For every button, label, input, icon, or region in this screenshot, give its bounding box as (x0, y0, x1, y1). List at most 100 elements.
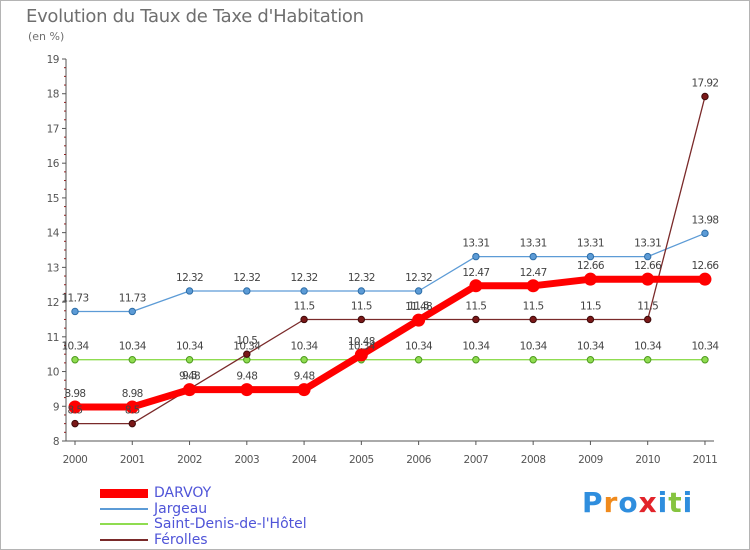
data-label: 12.32 (291, 272, 318, 284)
data-point (414, 356, 423, 364)
y-tick-label: 9 (53, 401, 59, 413)
data-label: 10.34 (119, 341, 147, 353)
data-point (586, 252, 595, 261)
y-tick-label: 17 (47, 123, 59, 135)
data-point (185, 287, 194, 295)
data-point (526, 279, 540, 293)
data-label: 10.34 (691, 341, 719, 353)
x-tick-label: 2007 (464, 454, 489, 466)
data-label: 12.47 (462, 267, 489, 279)
data-point (698, 272, 712, 286)
data-label: 8.5 (68, 405, 83, 417)
data-label: 10.34 (577, 341, 605, 353)
chart-title: Evolution du Taux de Taxe d'Habitation (26, 6, 364, 27)
data-point (583, 272, 597, 286)
data-label: 11.5 (408, 300, 429, 312)
data-label: 13.31 (520, 238, 547, 250)
y-tick-label: 15 (47, 193, 59, 205)
series-line-3 (74, 95, 706, 425)
data-label: 12.32 (405, 272, 432, 284)
data-point (701, 92, 709, 101)
data-point (128, 356, 136, 364)
data-point (529, 252, 537, 261)
data-label: 8.98 (122, 388, 143, 400)
legend-label: Jargeau (154, 501, 208, 517)
data-point (354, 348, 368, 362)
x-tick-label: 2010 (635, 454, 660, 466)
data-point (128, 307, 136, 316)
data-label: 11.5 (637, 300, 658, 312)
data-point (472, 252, 480, 261)
data-label: 11.5 (465, 300, 486, 312)
data-label: 10.34 (291, 341, 319, 353)
logo-letter: r (603, 486, 619, 519)
y-tick-label: 13 (47, 262, 59, 274)
data-point (71, 356, 79, 364)
data-point (300, 356, 308, 364)
data-label: 11.5 (351, 300, 372, 312)
logo-letter: t (668, 486, 683, 519)
data-point (243, 287, 251, 295)
legend-label: Férolles (154, 532, 208, 548)
data-label: 11.5 (580, 300, 601, 312)
legend-item: Jargeau (100, 501, 207, 517)
data-point (701, 229, 709, 238)
y-tick-label: 19 (47, 54, 59, 66)
data-point (71, 307, 79, 316)
data-point (300, 287, 308, 295)
data-label: 10.34 (405, 341, 433, 353)
x-tick-label: 2008 (521, 454, 546, 466)
data-label: 8.5 (125, 405, 140, 417)
y-tick-label: 14 (47, 228, 60, 240)
data-label: 12.66 (577, 260, 605, 272)
legend-swatch (100, 488, 148, 498)
data-label: 11.73 (119, 292, 146, 304)
data-label: 10.34 (634, 341, 662, 353)
data-label: 10.5 (236, 335, 257, 347)
legend-swatch (100, 539, 148, 541)
legend-swatch (100, 523, 148, 525)
data-label: 10.34 (61, 341, 89, 353)
data-label: 10.34 (520, 341, 548, 353)
legend-label: Saint-Denis-de-l'Hôtel (154, 516, 307, 532)
data-point (185, 356, 194, 364)
data-point (414, 287, 423, 295)
series-line-1 (74, 232, 706, 313)
y-tick-label: 12 (47, 297, 59, 309)
data-label: 12.47 (520, 267, 547, 279)
x-tick-label: 2006 (406, 454, 432, 466)
data-label: 10.34 (176, 341, 204, 353)
data-label: 8.98 (65, 388, 86, 400)
data-label: 10.34 (462, 341, 490, 353)
data-label: 10.48 (348, 336, 375, 348)
data-point (243, 350, 251, 358)
data-label: 10.34 (233, 341, 261, 353)
data-point (357, 287, 366, 295)
data-point (644, 315, 652, 324)
x-tick-label: 2000 (63, 454, 88, 466)
legend-item: Saint-Denis-de-l'Hôtel (100, 516, 307, 532)
y-tick-label: 11 (47, 332, 59, 344)
legend-item: DARVOY (100, 485, 211, 501)
data-label: 11.5 (523, 300, 544, 312)
x-tick-label: 2009 (578, 454, 603, 466)
logo-letter: o (618, 486, 639, 519)
data-point (701, 356, 709, 364)
data-label: 9.48 (294, 371, 315, 383)
data-point (529, 315, 537, 324)
data-point (300, 315, 308, 324)
data-point (128, 419, 136, 428)
logo-letter: x (638, 486, 658, 519)
y-tick-label: 18 (47, 89, 59, 101)
y-tick-label: 8 (53, 436, 59, 448)
y-axis-unit-label: (en %) (28, 30, 65, 43)
data-point (469, 279, 483, 293)
data-point (644, 356, 652, 364)
proxiti-logo: Proxiti (582, 486, 693, 519)
data-label: 9.48 (236, 371, 257, 383)
data-label: 13.31 (577, 238, 604, 250)
data-label: 11.48 (405, 301, 432, 313)
data-label: 13.98 (691, 214, 718, 226)
data-point (297, 383, 311, 397)
